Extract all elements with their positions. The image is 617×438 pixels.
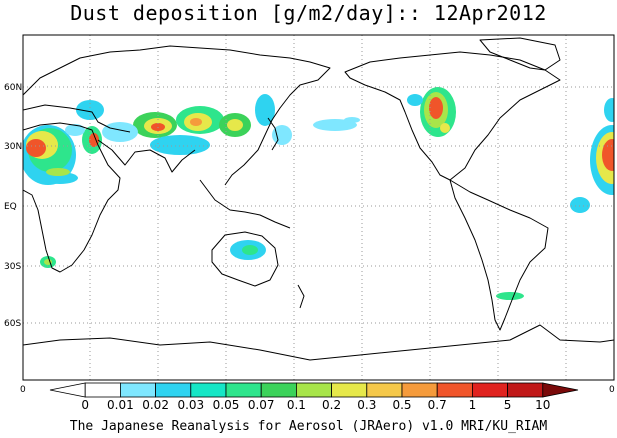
colorbar-box [542, 382, 579, 398]
colorbar-box [225, 382, 262, 398]
north-america-coast [344, 51, 561, 181]
plume-south-america [496, 197, 590, 300]
colorbar-box [507, 382, 544, 398]
colorbar-box [260, 382, 297, 398]
colorbar-box [120, 382, 157, 398]
colorbar-label: 0.02 [142, 398, 169, 412]
colorbar-label: 0.2 [322, 398, 341, 412]
eurasia-coast [23, 45, 331, 186]
graticule [23, 35, 614, 380]
colorbar-label: 0.7 [428, 398, 447, 412]
colorbar-label: 0.07 [248, 398, 275, 412]
colorbar-box [331, 382, 368, 398]
lat-label-60n: 60N [4, 83, 22, 93]
colorbar-box [49, 382, 86, 398]
australia-coast [211, 231, 279, 287]
plume-north-africa [23, 100, 104, 185]
europe-med [23, 104, 131, 133]
colorbar-label: 0.01 [107, 398, 134, 412]
frame-label-left: 0 [20, 385, 26, 395]
plume-north-america [407, 87, 456, 137]
colorbar-box [366, 382, 403, 398]
colorbar-label: 0.3 [357, 398, 376, 412]
lat-label-30n: 30N [4, 142, 22, 152]
colorbar-box [155, 382, 192, 398]
colorbar-label: 0 [81, 398, 89, 412]
colorbar-box [471, 382, 508, 398]
footer-caption: The Japanese Reanalysis for Aerosol (JRA… [69, 419, 548, 434]
colorbar-box [190, 382, 227, 398]
japan [267, 117, 279, 151]
new-zealand [297, 284, 305, 309]
plume-australia [230, 240, 266, 260]
dust-plumes [23, 87, 614, 300]
colorbar-label: 0.05 [213, 398, 240, 412]
lat-label-60s: 60S [4, 319, 21, 329]
colorbar-label: 0.03 [177, 398, 204, 412]
latitude-labels: 60N 30N EQ 30S 60S [4, 83, 22, 329]
colorbar-label: 0.5 [392, 398, 411, 412]
africa-coast [23, 122, 121, 273]
map-title: Dust deposition [g/m2/day]:: 12Apr2012 [70, 1, 547, 25]
colorbar-box [295, 382, 332, 398]
lat-label-eq: EQ [4, 202, 17, 212]
colorbar-box [436, 382, 473, 398]
lat-label-30s: 30S [4, 262, 21, 272]
plume-pacific [313, 117, 360, 131]
se-asia [199, 179, 291, 229]
plume-central-asia [102, 94, 292, 155]
arabia-india [97, 139, 196, 173]
colorbar-label: 5 [504, 398, 512, 412]
antarctica-coast [23, 324, 614, 361]
colorbar-box [401, 382, 438, 398]
colorbar-label: 10 [535, 398, 550, 412]
greenland [479, 37, 561, 71]
map-frame [22, 34, 615, 381]
coastlines [23, 37, 614, 361]
colorbar-label: 0.1 [287, 398, 306, 412]
frame-label-right: 0 [609, 385, 615, 395]
colorbar-label: 1 [469, 398, 477, 412]
plume-sahara-east [590, 98, 614, 195]
south-america-coast [449, 179, 549, 331]
colorbar: 0 0.01 0.02 0.03 0.05 0.07 0.1 0.2 0.3 0.5 0.7 1 5 10 [49, 382, 579, 412]
colorbar-box [84, 382, 121, 398]
